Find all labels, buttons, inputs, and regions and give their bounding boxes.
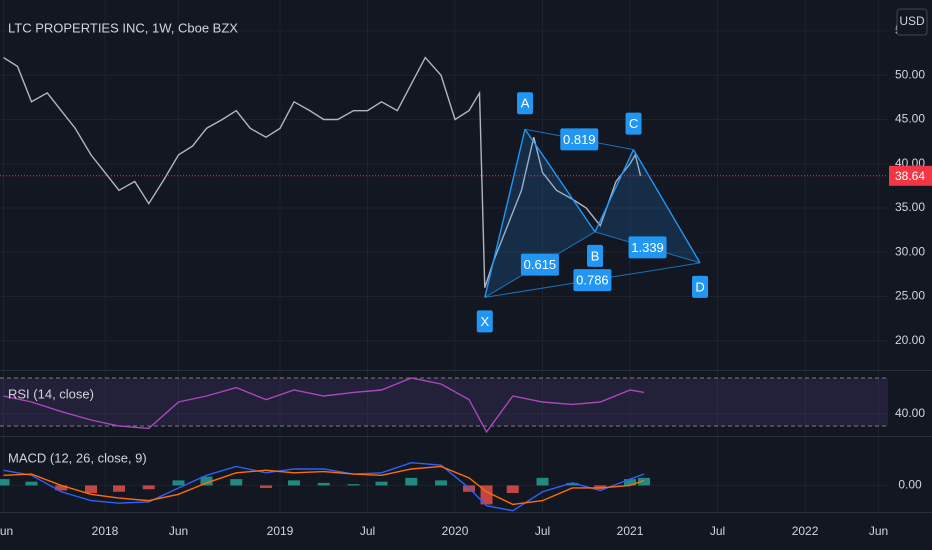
y-tick-label: 0.00: [898, 478, 922, 492]
point-box: [692, 275, 709, 298]
histogram-bar: [347, 484, 360, 486]
point-label: A: [521, 96, 530, 111]
histogram-bar: [25, 481, 38, 486]
last-price-label: 38.64: [895, 169, 925, 183]
point-label: D: [695, 279, 704, 294]
ratio-label: 0.786: [576, 273, 609, 288]
macd-title: MACD (12, 26, close, 9): [8, 450, 147, 465]
histogram-bar: [85, 485, 98, 494]
y-tick-label: 35.00: [895, 200, 925, 214]
ratio-box: [520, 253, 559, 276]
pattern-leg: [484, 129, 526, 298]
x-tick-label: 2020: [442, 524, 469, 538]
x-tick-label: 2022: [792, 524, 819, 538]
histogram-bar: [288, 480, 301, 486]
point-label: B: [591, 248, 600, 263]
x-tick-label: Jun: [169, 524, 188, 538]
histogram-bar: [405, 477, 418, 486]
last-price-box: [889, 165, 932, 186]
histogram-bar: [55, 485, 68, 491]
x-tick-label: 2019: [267, 524, 294, 538]
y-tick-label: 25.00: [895, 289, 925, 303]
histogram-bar: [624, 479, 637, 486]
ratio-box: [560, 128, 599, 151]
y-tick-label: 50.00: [895, 67, 925, 81]
histogram-bar: [142, 485, 155, 490]
histogram-bar: [435, 480, 448, 486]
x-tick-label: 2021: [617, 524, 644, 538]
series-line: [3, 377, 645, 434]
histogram-bar: [260, 485, 273, 488]
x-tick-label: 2018: [92, 524, 119, 538]
ratio-box: [573, 269, 612, 292]
x-tick-label: Jun: [0, 524, 13, 538]
ratio-label: 0.615: [524, 257, 557, 272]
pattern-leg: [594, 149, 635, 233]
y-tick-label: 30.00: [895, 244, 925, 258]
histogram-bar: [113, 485, 126, 492]
histogram-bar: [230, 479, 243, 486]
y-tick-label: 45.00: [895, 112, 925, 126]
pattern-leg: [632, 149, 701, 264]
histogram-bar: [0, 479, 10, 486]
x-tick-label: Jul: [360, 524, 375, 538]
y-tick-label: 40.00: [895, 406, 925, 420]
x-tick-label: Jul: [535, 524, 550, 538]
pattern-leg: [524, 128, 596, 233]
ratio-label: 1.339: [631, 240, 664, 255]
histogram-bar: [506, 485, 519, 494]
point-box: [587, 244, 604, 267]
histogram-bar: [566, 482, 579, 486]
ratio-label: 0.819: [563, 132, 596, 147]
rsi-title: RSI (14, close): [8, 386, 94, 401]
histogram-bar: [536, 477, 549, 486]
histogram-bar: [317, 482, 330, 486]
pattern-fill: [484, 129, 596, 298]
series-line: [3, 461, 645, 512]
series-line: [3, 465, 645, 506]
ratio-box: [628, 236, 667, 259]
pattern-fill: [595, 149, 701, 263]
histogram-bar: [638, 477, 651, 486]
currency-label: USD: [899, 14, 925, 28]
point-box: [476, 310, 493, 333]
currency-button[interactable]: [896, 8, 928, 36]
point-box: [517, 92, 534, 115]
histogram-bar: [375, 481, 388, 486]
histogram-bar: [172, 480, 185, 486]
point-label: C: [629, 116, 638, 131]
point-label: X: [480, 314, 489, 329]
point-box: [625, 112, 642, 135]
price-axis: [888, 0, 932, 550]
histogram-bar: [200, 476, 213, 486]
x-tick-label: Jul: [710, 524, 725, 538]
y-tick-label: 20.00: [895, 333, 925, 347]
symbol-title: LTC PROPERTIES INC, 1W, Cboe BZX: [8, 20, 238, 35]
series-line: [3, 56, 642, 288]
x-tick-label: Jun: [869, 524, 888, 538]
